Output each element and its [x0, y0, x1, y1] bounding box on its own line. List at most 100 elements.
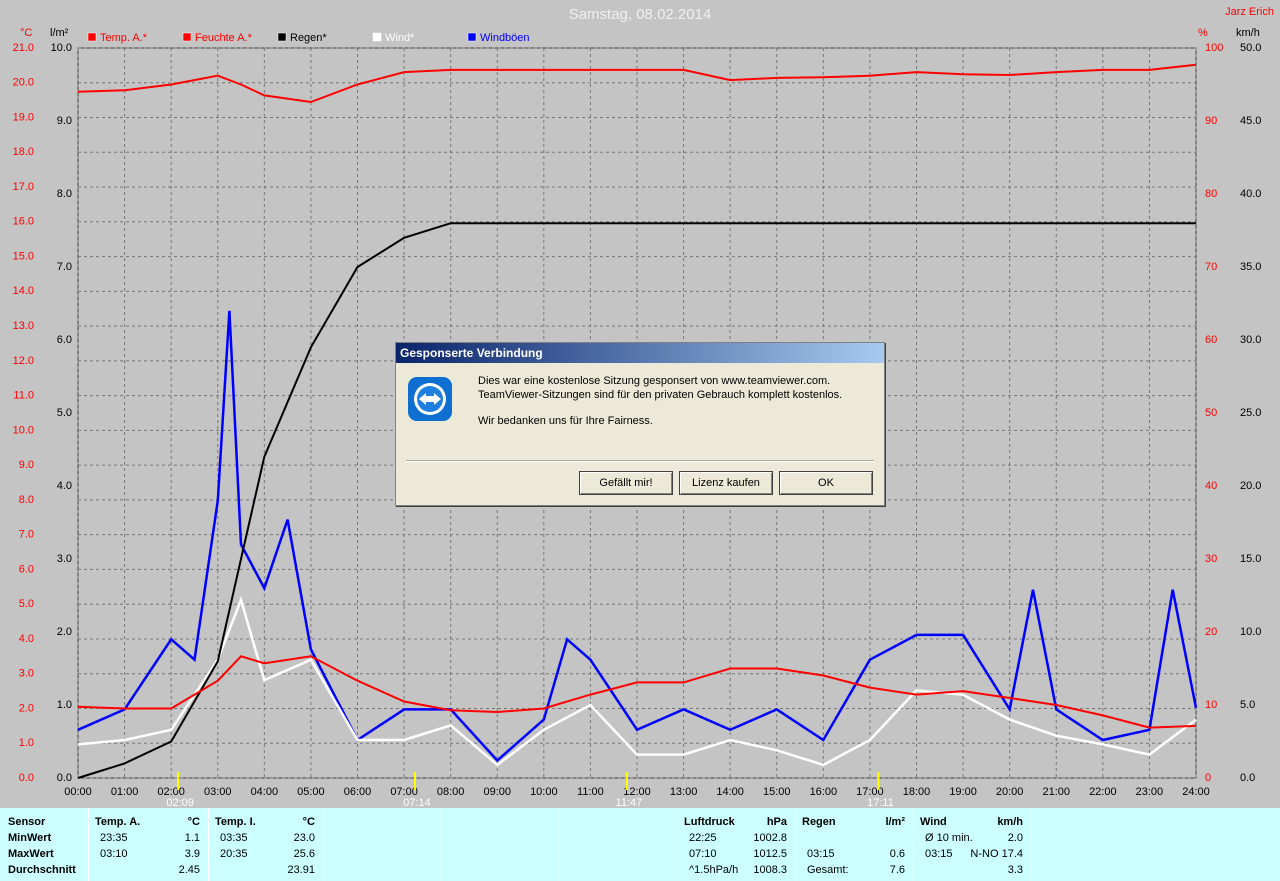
x-tick-label: 11:00 — [577, 786, 604, 798]
x-tick-label: 10:00 — [530, 786, 558, 798]
x-tick-label: 15:00 — [763, 786, 791, 798]
y-tick-label: 2.0 — [19, 702, 34, 714]
dialog-text: TeamViewer-Sitzungen sind für den privat… — [478, 389, 843, 401]
stat-value: 23.0 — [293, 832, 315, 844]
y-tick-label: 10.0 — [13, 424, 34, 436]
y-tick-label: 8.0 — [57, 188, 72, 200]
y-tick-label: 5.0 — [57, 407, 72, 419]
stats-panel: Wind km/h Ø 10 min. 2.0 03:15 N-NO 17.4 3.3 — [913, 808, 1032, 881]
y-tick-label: 9.0 — [19, 459, 34, 471]
like-button[interactable]: Gefällt mir! — [579, 471, 673, 495]
y-tick-label: 0.0 — [19, 772, 34, 784]
y-tick-label: 60 — [1205, 334, 1217, 346]
y-tick-label: 14.0 — [13, 285, 34, 297]
stat-value: 1012.5 — [753, 848, 787, 860]
y-tick-label: 2.0 — [57, 626, 72, 638]
y-tick-label: 5.0 — [19, 598, 34, 610]
legend-label: Windböen — [480, 32, 530, 44]
y-tick-label: 8.0 — [19, 494, 34, 506]
stats-panel: Temp. I. °C 03:35 23.0 20:35 25.6 23.91 — [208, 808, 324, 881]
panel-title: Regen — [802, 816, 836, 828]
y-tick-label: 3.0 — [57, 553, 72, 565]
y-tick-label: 0.0 — [1240, 772, 1255, 784]
y-tick-label: 20 — [1205, 626, 1217, 638]
y-tick-label: 25.0 — [1240, 407, 1261, 419]
stat-value: 7.6 — [889, 864, 905, 876]
x-tick-label: 24:00 — [1182, 786, 1210, 798]
panel-unit: °C — [187, 816, 200, 828]
stat-time: 22:25 — [689, 832, 717, 844]
y-tick-label: 10.0 — [1240, 626, 1261, 638]
x-tick-label: 12:00 — [623, 786, 651, 798]
y-tick-label: 35.0 — [1240, 261, 1261, 273]
legend-swatch — [87, 32, 97, 42]
stat-value: 1.1 — [184, 832, 200, 844]
dialog: Gesponserte Verbindung Dies war eine kos… — [395, 342, 885, 506]
x-tick-label: 20:00 — [996, 786, 1024, 798]
marker-label: 11:47 — [616, 797, 643, 808]
chart: Samstag, 08.02.2014 Jarz Erich °C l/m² %… — [13, 6, 1274, 809]
series-line — [77, 222, 1196, 779]
y-tick-label: 11.0 — [13, 390, 34, 402]
stats-divider — [323, 808, 442, 881]
x-tick-label: 00:00 — [64, 786, 92, 798]
axis-unit: % — [1198, 27, 1208, 39]
stat-value: N-NO 17.4 — [970, 848, 1023, 860]
x-tick-label: 18:00 — [903, 786, 931, 798]
y-tick-label: 6.0 — [57, 334, 72, 346]
legend-label: Temp. A.* — [100, 32, 148, 44]
separator — [406, 460, 874, 462]
y-tick-label: 4.0 — [19, 633, 34, 645]
stat-time: 07:10 — [689, 848, 717, 860]
stat-time: 03:35 — [220, 832, 248, 844]
x-tick-label: 06:00 — [344, 786, 372, 798]
y-tick-label: 5.0 — [1240, 699, 1255, 711]
stats-panel: Temp. A. °C 23:35 1.1 03:10 3.9 2.45 — [88, 808, 209, 881]
author: Jarz Erich — [1225, 6, 1274, 18]
stat-value: 25.6 — [293, 848, 315, 860]
x-tick-label: 04:00 — [251, 786, 279, 798]
dialog-text: Dies war eine kostenlose Sitzung gespons… — [478, 375, 831, 387]
y-tick-label: 50.0 — [1240, 42, 1261, 54]
panel-title: Wind — [920, 816, 947, 828]
marker-label: 07:14 — [403, 797, 431, 808]
stats-label: MaxWert — [8, 848, 54, 860]
y-tick-label: 12.0 — [13, 355, 34, 367]
y-tick-label: 30.0 — [1240, 334, 1261, 346]
stat-value: 1008.3 — [753, 864, 787, 876]
y-tick-label: 50 — [1205, 407, 1217, 419]
stat-value: 0.6 — [889, 848, 905, 860]
series-line — [77, 63, 1197, 104]
y-tick-label: 13.0 — [13, 320, 34, 332]
x-tick-label: 13:00 — [670, 786, 698, 798]
stat-time: 03:15 — [925, 848, 953, 860]
stats-labels: Sensor MinWert MaxWert Durchschnitt — [0, 808, 89, 881]
y-tick-label: 30 — [1205, 553, 1217, 565]
legend-swatch — [467, 32, 477, 42]
y-tick-label: 100 — [1205, 42, 1223, 54]
x-tick-label: 21:00 — [1042, 786, 1070, 798]
stats-divider — [441, 808, 560, 881]
y-tick-label: 19.0 — [13, 111, 34, 123]
chart-title: Samstag, 08.02.2014 — [569, 6, 712, 23]
stat-value: 3.9 — [184, 848, 200, 860]
teamviewer-icon — [408, 377, 452, 421]
license-button[interactable]: Lizenz kaufen — [679, 471, 773, 495]
x-tick-label: 22:00 — [1089, 786, 1117, 798]
y-tick-label: 0 — [1205, 772, 1211, 784]
panel-unit: °C — [302, 816, 315, 828]
y-tick-label: 40 — [1205, 480, 1217, 492]
ok-button[interactable]: OK — [779, 471, 873, 495]
y-tick-label: 20.0 — [13, 77, 34, 89]
stats-label: Durchschnitt — [8, 864, 76, 876]
stats-bar: Sensor MinWert MaxWert Durchschnitt Temp. A.… — [0, 808, 1280, 881]
legend-swatch — [277, 32, 287, 42]
panel-title: Temp. I. — [215, 816, 256, 828]
series-line — [77, 310, 1198, 763]
stats-label: MinWert — [8, 832, 52, 844]
axis-unit: °C — [20, 27, 32, 39]
stat-time: 03:10 — [100, 848, 128, 860]
y-tick-label: 1.0 — [57, 699, 72, 711]
axis-unit: l/m² — [50, 27, 69, 39]
stat-value: 23.91 — [287, 864, 315, 876]
